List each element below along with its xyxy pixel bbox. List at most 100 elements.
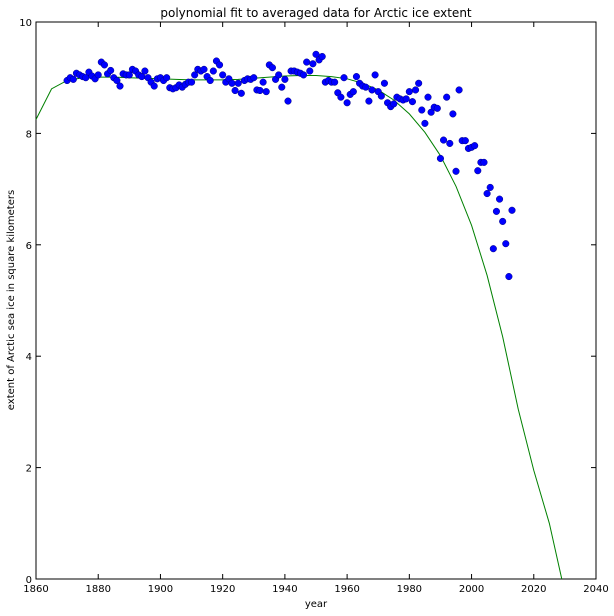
x-axis: 1860 1880 1900 1920 1940 1960 1980 2000 2020 2040 [23, 22, 609, 595]
x-tick-label: 1880 [85, 584, 110, 595]
data-point [368, 86, 376, 94]
data-point [191, 71, 199, 79]
data-point [284, 97, 292, 105]
data-point [100, 61, 108, 69]
data-point [281, 75, 289, 83]
data-point [268, 64, 276, 72]
data-point [449, 110, 457, 118]
data-point [209, 67, 217, 75]
data-point [508, 206, 516, 214]
data-point [163, 74, 171, 82]
data-point [380, 79, 388, 87]
data-point [228, 79, 236, 87]
data-point [371, 71, 379, 79]
data-point [436, 154, 444, 163]
data-point [418, 106, 426, 114]
data-point [340, 74, 348, 82]
x-tick-label: 1960 [334, 584, 359, 595]
x-tick-label: 1920 [210, 584, 235, 595]
y-tick-label: 6 [26, 241, 32, 252]
data-point [486, 183, 494, 191]
data-point [455, 86, 463, 94]
data-point [231, 86, 239, 95]
y-tick-label: 0 [26, 575, 32, 586]
data-point [125, 71, 133, 79]
x-tick-label: 2040 [583, 584, 608, 595]
data-point [275, 71, 283, 79]
data-point [440, 136, 448, 144]
data-point [216, 61, 224, 69]
data-point [300, 71, 308, 79]
data-point [94, 71, 102, 79]
y-tick-label: 10 [19, 18, 32, 29]
data-point [219, 71, 227, 79]
x-tick-label: 1980 [397, 584, 422, 595]
data-point [405, 88, 413, 96]
x-tick-label: 1900 [148, 584, 173, 595]
data-point [489, 245, 497, 253]
data-point [471, 142, 479, 150]
data-point [502, 240, 510, 248]
data-point [415, 79, 423, 87]
data-point [141, 67, 149, 75]
data-point [69, 75, 77, 83]
data-point [496, 195, 504, 203]
data-point [309, 60, 317, 68]
data-point [262, 88, 270, 96]
data-point [408, 98, 416, 106]
data-point [377, 92, 385, 100]
x-tick-label: 1860 [23, 584, 48, 595]
data-point [362, 83, 370, 91]
data-point [474, 167, 482, 175]
data-point [116, 82, 124, 90]
data-point [365, 97, 373, 105]
data-point [402, 95, 410, 103]
data-point [483, 190, 491, 198]
data-point [433, 104, 441, 112]
data-point [318, 52, 326, 61]
x-tick-label: 2000 [459, 584, 484, 595]
data-point [499, 217, 507, 225]
data-point [303, 58, 311, 66]
y-tick-label: 8 [26, 129, 32, 140]
data-point [150, 82, 158, 90]
data-point [343, 99, 351, 107]
data-point [200, 65, 208, 73]
data-point [390, 100, 398, 108]
data-point [424, 93, 432, 101]
y-axis-label: extent of Arctic sea ice in square kilom… [6, 190, 17, 410]
data-point [505, 273, 513, 281]
data-point [446, 139, 454, 147]
data-point [237, 89, 245, 97]
data-point [234, 79, 242, 87]
x-axis-label: year [305, 599, 328, 610]
data-point [306, 67, 314, 75]
plot-area [35, 21, 597, 580]
data-point [206, 76, 214, 85]
data-point [331, 78, 339, 86]
data-point [113, 76, 121, 85]
y-tick-label: 2 [26, 464, 32, 475]
scatter-layer [63, 50, 516, 281]
data-point [492, 207, 500, 215]
data-point [337, 93, 345, 101]
y-tick-label: 4 [26, 352, 32, 363]
data-point [256, 86, 264, 95]
data-point [349, 88, 357, 96]
data-point [278, 83, 286, 91]
data-point [480, 158, 488, 166]
chart-title: polynomial fit to averaged data for Arct… [160, 6, 472, 20]
data-point [352, 73, 360, 81]
x-tick-label: 2020 [521, 584, 546, 595]
data-point [259, 78, 267, 86]
data-point [421, 119, 429, 127]
x-tick-label: 1940 [272, 584, 297, 595]
data-point [312, 50, 320, 58]
data-point [443, 93, 451, 101]
data-point [188, 78, 196, 86]
data-point [250, 74, 258, 82]
data-point [107, 66, 115, 75]
data-point [412, 86, 420, 94]
data-point [461, 137, 469, 145]
